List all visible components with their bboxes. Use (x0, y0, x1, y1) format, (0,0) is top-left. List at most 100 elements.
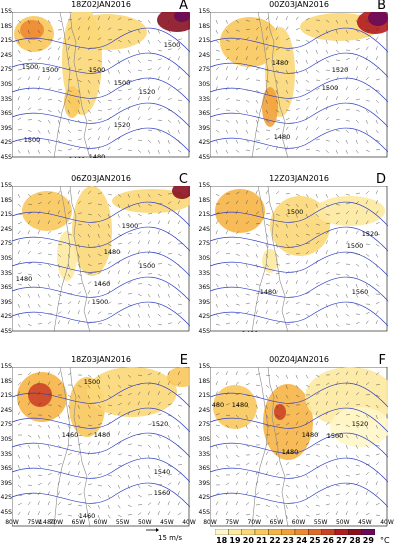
temperature-shading (172, 186, 190, 199)
contour-label: 1500 (164, 41, 181, 49)
panel-b: 00Z03JAN2016 B 148015201500148014801460 (210, 0, 388, 158)
height-contour (210, 407, 388, 433)
contour-label: 1460 (94, 280, 111, 288)
contour-label: 1480 (104, 248, 121, 256)
height-contour (210, 77, 388, 103)
x-tick-label: 50W (335, 519, 350, 526)
colorbar-value: 18 (216, 536, 228, 545)
y-tick-label: 45S (0, 328, 12, 335)
temperature-shading (274, 404, 286, 420)
panel-d-time: 12Z03JAN2016 (269, 174, 329, 183)
contour-label: 1480 (39, 518, 56, 526)
shading (22, 186, 190, 281)
y-tick-label: 21S (0, 37, 12, 45)
colorbar-swatch (321, 529, 336, 535)
x-tick-label: 45W (358, 519, 372, 526)
height-contour (210, 52, 388, 78)
y-tick-label: 24S (0, 51, 12, 59)
height-contour (210, 226, 388, 252)
temperature-shading (174, 12, 190, 22)
temperature-shading (262, 87, 278, 127)
temperature-shading (368, 12, 388, 26)
y-tick-label: 30S (198, 81, 210, 88)
y-tick-label: 39S (0, 479, 12, 487)
height-contour (12, 27, 190, 53)
contour-label: 1460 (62, 431, 79, 439)
panel-c-letter: C (178, 172, 188, 187)
colorbar-swatch (254, 529, 269, 535)
x-tick-label: 60W (93, 519, 108, 526)
height-contour (12, 432, 190, 458)
height-contour (210, 127, 388, 153)
temperature-shading (57, 231, 77, 281)
x-tick-label: 75W (27, 519, 41, 526)
height-contour (210, 482, 388, 508)
contour-label: 1500 (139, 262, 156, 270)
y-tick-label: 39S (198, 479, 210, 487)
y-tick-label: 24S (0, 406, 12, 414)
panel-a-letter: A (179, 0, 188, 13)
x-tick-label: 65W (269, 519, 284, 526)
y-tick-label: 33S (0, 95, 12, 103)
y-tick-label: 42S (198, 139, 210, 147)
x-tick-label: 80W (203, 519, 217, 526)
vector-scale-arrow (146, 528, 159, 532)
y-tick-label: 27S (0, 421, 12, 429)
temperature-shading (87, 367, 177, 417)
height-contour (210, 382, 388, 408)
height-contour (210, 432, 388, 458)
height-contour (210, 201, 388, 227)
temperature-shading (67, 14, 147, 50)
contour-label: 1500 (89, 66, 106, 74)
panel-a-time: 18Z02JAN2016 (71, 0, 131, 9)
height-contour (210, 102, 388, 128)
height-contour (12, 201, 190, 227)
y-tick-label: 27S (0, 66, 12, 74)
y-tick-label: 33S (198, 269, 210, 277)
height-contour (210, 457, 388, 483)
colorbar-swatch (361, 529, 375, 535)
colorbar-value: 20 (242, 536, 254, 545)
y-tick-label: 15S (198, 182, 210, 189)
y-tick-label: 36S (0, 284, 12, 292)
contour-label: 1560 (352, 288, 369, 296)
y-tick-label: 36S (198, 110, 210, 118)
x-tick-label: 55W (115, 519, 130, 526)
temperature-shading (263, 384, 313, 460)
y-tick-label: 39S (0, 298, 12, 306)
y-tick-label: 27S (0, 240, 12, 248)
y-tick-label: 30S (198, 255, 210, 262)
y-tick-label: 18S (0, 377, 12, 385)
y-tick-label: 36S (0, 465, 12, 473)
coastline (53, 12, 91, 158)
height-contour (12, 102, 190, 128)
panel-e-map: 1500 1460 1480 1520 1540 1560 1460 1480 (12, 367, 190, 527)
x-tick-label: 40W (380, 519, 394, 526)
y-tick-label: 30S (0, 81, 12, 88)
colorbar-value: 29 (362, 536, 374, 545)
colorbar-unit: °C (380, 536, 390, 545)
x-tick-label: 50W (137, 519, 152, 526)
y-tick-label: 45S (198, 328, 210, 335)
y-tick-label: 27S (198, 66, 210, 74)
temperature-shading (213, 385, 257, 429)
y-tick-label: 21S (198, 392, 210, 400)
panel-b-letter: B (377, 0, 386, 13)
vector-scale-unit: m/s (169, 534, 182, 542)
contour-label: 480 (212, 401, 224, 409)
y-tick-label: 15S (0, 182, 12, 189)
panel-b-map: 148015201500148014801460 (210, 12, 388, 158)
contour-label: 1520 (362, 230, 379, 238)
y-tick-label: 42S (198, 313, 210, 321)
y-tick-label: 30S (198, 436, 210, 443)
contour-label: 1520 (114, 121, 131, 129)
y-tick-label: 18S (0, 22, 12, 30)
colorbar-swatch (281, 529, 296, 535)
shading (17, 367, 190, 437)
panel-f-time: 00Z04JAN2016 (269, 355, 329, 364)
contour-label: 1460 (79, 512, 96, 520)
shading (213, 367, 388, 460)
panel-f: 00Z04JAN2016 F 480 1480 1480 1500 1480 1520 (210, 354, 388, 527)
y-tick-label: 42S (0, 313, 12, 321)
contour-label: 1460 (69, 156, 86, 158)
